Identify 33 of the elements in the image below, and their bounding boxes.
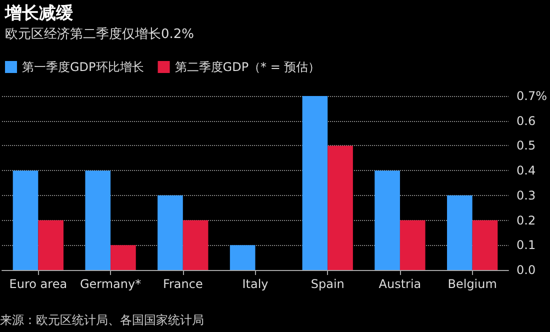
y-tick-label: 0.0 (516, 263, 536, 277)
legend-label: 第二季度GDP（* = 预估） (174, 60, 320, 74)
bar (110, 245, 136, 270)
bar (158, 195, 183, 270)
bar (400, 220, 426, 270)
y-tick-label: 0.1 (516, 238, 536, 252)
bar (182, 220, 208, 270)
bar (230, 245, 256, 270)
y-tick-label: 0.3 (516, 188, 536, 202)
x-tick-label: France (162, 277, 203, 291)
x-tick-label: Germany* (80, 277, 142, 291)
bar (374, 170, 400, 270)
legend-label: 第一季度GDP环比增长 (22, 60, 144, 74)
x-tick-label: Austria (378, 277, 422, 291)
bar (328, 146, 353, 270)
y-tick-label: 0.5 (516, 138, 536, 153)
chart-subtitle: 欧元区经济第二季度仅增长0.2% (5, 26, 194, 42)
bar (12, 170, 38, 270)
x-tick-label: Euro area (9, 277, 68, 291)
bar (472, 220, 498, 270)
x-tick-label: Spain (310, 277, 344, 291)
x-tick-label: Italy (242, 277, 268, 291)
y-tick-label: 0.2 (516, 213, 536, 228)
y-tick-label: 0.7% (516, 89, 548, 103)
bar (302, 96, 328, 270)
bar (38, 220, 64, 270)
x-tick-label: Belgium (448, 277, 497, 291)
source-note: 来源：欧元区统计局、各国国家统计局 (0, 313, 204, 327)
y-tick-label: 0.6 (516, 114, 536, 128)
chart-title: 增长减缓 (4, 4, 74, 24)
bar (85, 170, 111, 270)
bar (447, 195, 472, 270)
y-tick-label: 0.4 (516, 164, 536, 178)
